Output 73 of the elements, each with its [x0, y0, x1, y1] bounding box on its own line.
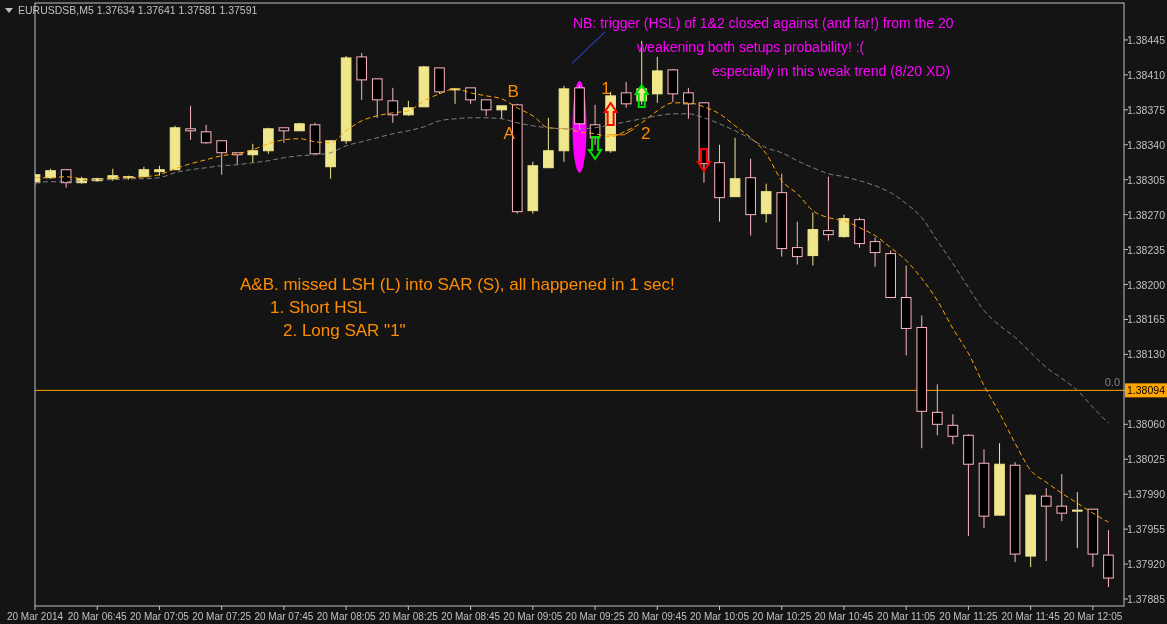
x-tick-label: 20 Mar 08:25 [378, 611, 439, 622]
x-tick-label: 20 Mar 07:25 [192, 611, 252, 622]
y-tick-label: 1.37990 [1127, 488, 1166, 501]
candlestick [216, 140, 228, 176]
candlestick [854, 217, 865, 249]
y-tick-label: 1.38305 [1127, 173, 1166, 186]
candlestick [387, 87, 399, 124]
candlestick [356, 52, 368, 101]
annotation: 1 [601, 79, 611, 98]
x-tick-label: 20 Mar 07:45 [254, 611, 314, 622]
y-tick-label: 1.37885 [1127, 593, 1166, 606]
annotation: NB: trigger (HSL) of 1&2 closed against (and far!) from the 20 [573, 15, 954, 31]
candlestick [683, 87, 694, 120]
annotation: 1. Short HSL [270, 298, 368, 317]
candlestick [185, 105, 196, 141]
candlestick [263, 127, 274, 155]
annotation: A&B. missed LSH (L) into SAR (S), all happened in 1 sec! [240, 275, 675, 294]
candlestick [1072, 491, 1083, 549]
x-tick-label: 20 Mar 09:05 [503, 611, 563, 622]
candlestick [729, 137, 741, 198]
x-tick-label: 20 Mar 08:05 [316, 611, 377, 622]
y-tick-label: 1.38094 [1127, 384, 1166, 397]
candlestick [651, 56, 663, 104]
y-tick-label: 1.38375 [1127, 103, 1166, 116]
y-tick-label: 1.38060 [1127, 418, 1166, 431]
x-tick-label: 20 Mar 08:45 [441, 611, 501, 622]
y-tick-label: 1.38165 [1127, 313, 1166, 326]
candlestick [791, 221, 803, 266]
x-tick-label: 20 Mar 06:45 [67, 611, 128, 622]
candlestick [823, 176, 834, 242]
y-tick-label: 1.37955 [1127, 523, 1166, 536]
y-tick-label: 1.38025 [1127, 453, 1166, 466]
candlestick [434, 67, 445, 95]
candlestick [667, 68, 679, 103]
x-tick-label: 20 Mar 10:25 [752, 611, 812, 622]
candlestick [371, 78, 383, 119]
candlestick [1040, 487, 1052, 562]
y-tick-label: 1.37920 [1127, 558, 1166, 571]
x-tick-label: 20 Mar 2014 [6, 611, 64, 622]
y-tick-label: 1.38340 [1127, 138, 1166, 151]
y-tick-label: 1.38130 [1127, 348, 1166, 361]
candlestick [200, 124, 212, 145]
y-tick-label: 1.38445 [1127, 33, 1166, 46]
candlestick [620, 81, 632, 109]
x-tick-label: 20 Mar 11:25 [939, 611, 998, 622]
x-tick-label: 20 Mar 11:05 [877, 611, 936, 622]
candlestick [931, 383, 943, 436]
x-tick-label: 20 Mar 10:05 [690, 611, 750, 622]
annotation: B [507, 82, 519, 101]
chart-title: EURUSDSB,M5 1.37634 1.37641 1.37581 1.37591 [18, 4, 258, 16]
candlestick [543, 117, 554, 169]
candlestick [247, 143, 259, 164]
candlestick [1103, 529, 1114, 588]
candlestick [760, 183, 772, 224]
annotation: 0.0 [1104, 376, 1120, 388]
y-tick-label: 1.38410 [1127, 68, 1166, 81]
y-tick-label: 1.38200 [1127, 278, 1166, 291]
y-tick-label: 1.38235 [1127, 243, 1166, 256]
x-tick-label: 20 Mar 12:05 [1063, 611, 1123, 622]
x-tick-label: 20 Mar 10:45 [814, 611, 874, 622]
x-tick-label: 20 Mar 07:05 [129, 611, 190, 622]
candlestick [838, 214, 850, 239]
x-tick-label: 20 Mar 11:45 [1001, 611, 1061, 622]
annotation: 2. Long SAR "1" [283, 321, 406, 340]
y-tick-label: 1.38270 [1127, 208, 1166, 221]
x-tick-label: 20 Mar 09:25 [565, 611, 625, 622]
x-tick-label: 20 Mar 09:45 [627, 611, 688, 622]
candlestick [869, 237, 881, 268]
candlestick [947, 413, 959, 445]
candlestick [1056, 473, 1068, 522]
candlestick [278, 127, 290, 144]
annotation: especially in this weak trend (8/20 XD) [712, 63, 951, 79]
annotation: 2 [640, 124, 651, 143]
